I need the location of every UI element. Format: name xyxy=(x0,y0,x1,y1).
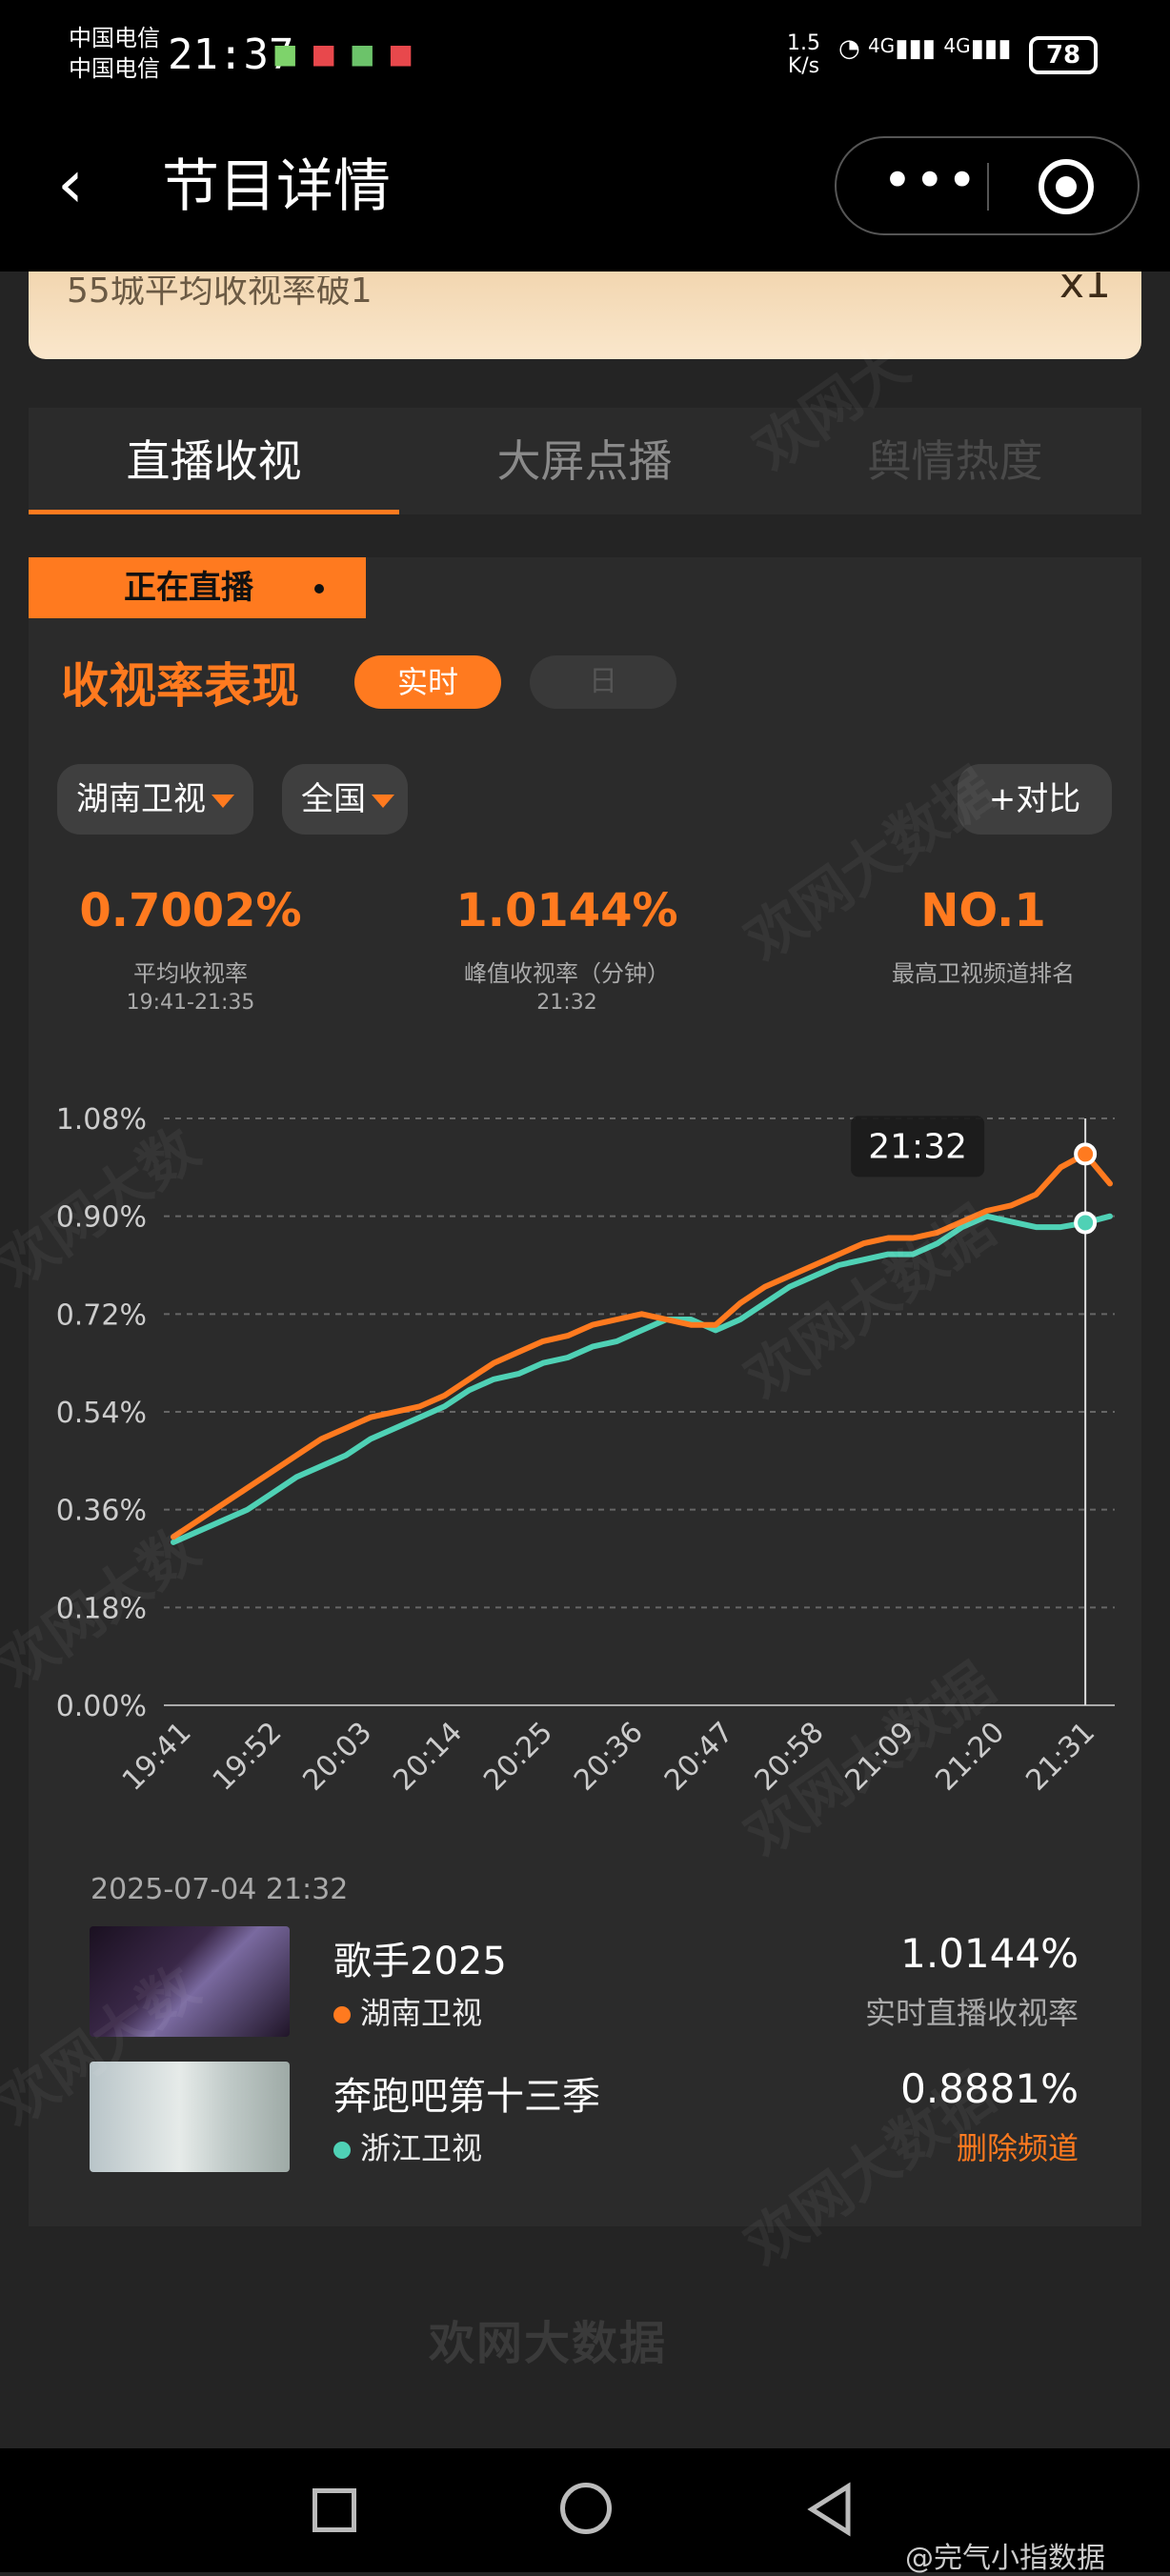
rank-value: NO.1 xyxy=(920,884,1046,937)
notification-app-icon: ■ xyxy=(311,38,350,70)
row-rating-caption: 实时直播收视率 xyxy=(864,1995,1079,2031)
y-tick-label: 0.36% xyxy=(56,1495,147,1528)
x-tick-label: 20:03 xyxy=(296,1716,378,1798)
snapshot-datetime: 2025-07-04 21:32 xyxy=(91,1873,349,1906)
avg-rating-value: 0.7002% xyxy=(79,884,302,937)
series-line xyxy=(171,1213,1113,1545)
x-tick-label: 20:36 xyxy=(568,1716,650,1798)
carrier-1: 中国电信 xyxy=(69,25,160,51)
peak-rating-time: 21:32 xyxy=(536,991,597,1015)
channel-color-dot xyxy=(333,2006,351,2023)
toggle-daily[interactable]: 日 xyxy=(530,655,676,709)
notification-icons: ■■■■ xyxy=(272,38,427,70)
show-name: 歌手2025 xyxy=(333,1940,507,1983)
show-thumbnail[interactable] xyxy=(90,1926,290,2037)
toggle-realtime[interactable]: 实时 xyxy=(354,655,501,709)
highlight-point xyxy=(1074,1142,1098,1166)
home-icon[interactable] xyxy=(560,2483,612,2534)
x-tick-label: 19:52 xyxy=(207,1716,289,1798)
highlight-point xyxy=(1074,1211,1098,1235)
capsule-divider xyxy=(987,163,989,211)
y-tick-label: 0.54% xyxy=(56,1397,147,1430)
tab-public-opinion[interactable]: 舆情热度 xyxy=(867,435,1043,487)
channel-label: 湖南卫视 xyxy=(333,1989,482,2033)
live-badge: 正在直播 xyxy=(29,557,366,618)
signal-indicators: ◔ 4G▮▮▮ 4G▮▮▮ xyxy=(838,34,1012,63)
channel-dropdown-label: 湖南卫视 xyxy=(76,780,206,818)
tooltip-box xyxy=(851,1116,985,1177)
x-tick-label: 20:25 xyxy=(477,1716,559,1798)
chevron-down-icon xyxy=(372,794,394,808)
signal-bars-icon: ▮▮▮ xyxy=(970,34,1012,63)
notification-app-icon: ■ xyxy=(349,38,389,70)
live-dot-icon xyxy=(314,584,324,594)
peak-rating-label: 峰值收视率（分钟） xyxy=(464,960,670,987)
row-rating-value: 0.8881% xyxy=(900,2065,1079,2112)
show-name: 奔跑吧第十三季 xyxy=(333,2075,600,2119)
avg-rating-label: 平均收视率 xyxy=(133,960,248,987)
region-dropdown[interactable]: 全国 xyxy=(282,764,408,835)
weibo-watermark: @完气小指数据 xyxy=(905,2542,1105,2575)
signal-bars-icon: ▮▮▮ xyxy=(895,34,937,63)
tab-big-screen-vod[interactable]: 大屏点播 xyxy=(496,435,673,487)
x-tick-label: 20:47 xyxy=(658,1716,740,1798)
channel-color-dot xyxy=(333,2142,351,2159)
tab-bar: 直播收视 大屏点播 舆情热度 xyxy=(29,408,1141,514)
net-speed-value: 1.5 xyxy=(787,31,820,55)
channel-name: 湖南卫视 xyxy=(360,1995,483,2031)
chevron-down-icon xyxy=(212,794,234,808)
rank-label: 最高卫视频道排名 xyxy=(892,960,1075,987)
series-line xyxy=(171,1151,1113,1540)
section-title: 收视率表现 xyxy=(61,658,299,714)
notification-app-icon: ■ xyxy=(272,38,312,70)
y-tick-label: 1.08% xyxy=(56,1103,147,1137)
y-tick-label: 0.90% xyxy=(56,1201,147,1235)
page-title: 节目详情 xyxy=(162,153,391,220)
ratings-line-chart[interactable]: 0.00% 0.18% 0.36% 0.54% 0.72% 0.90% 1.08% 19:41… xyxy=(38,1086,1143,1829)
miniprogram-capsule: ••• xyxy=(835,136,1140,235)
avg-rating-range: 19:41-21:35 xyxy=(126,991,255,1015)
region-dropdown-label: 全国 xyxy=(301,780,366,818)
x-tick-label: 20:14 xyxy=(387,1716,469,1798)
row-rating-value: 1.0144% xyxy=(900,1930,1079,1977)
wifi-icon: ◔ xyxy=(838,34,860,63)
tab-live-ratings[interactable]: 直播收视 xyxy=(29,408,399,514)
notification-app-icon: ■ xyxy=(388,38,427,70)
net-speed: 1.5 K/s xyxy=(787,32,820,78)
more-icon[interactable]: ••• xyxy=(882,151,979,211)
banner-suffix: x1 xyxy=(1059,259,1112,308)
channel-dropdown[interactable]: 湖南卫视 xyxy=(57,764,253,835)
delete-channel-link[interactable]: 删除频道 xyxy=(956,2130,1079,2166)
close-target-icon[interactable] xyxy=(1039,159,1094,214)
y-tick-label: 0.00% xyxy=(56,1690,147,1723)
footer-brand-logo: 欢网大数据 xyxy=(429,2317,668,2370)
y-tick-label: 0.72% xyxy=(56,1298,147,1332)
y-tick-label: 0.18% xyxy=(56,1592,147,1625)
tooltip-time: 21:32 xyxy=(868,1127,967,1166)
recent-apps-icon[interactable] xyxy=(313,2488,356,2532)
status-time: 21:37 xyxy=(168,30,294,79)
signal-2-label: 4G xyxy=(943,34,971,57)
back-triangle-icon[interactable] xyxy=(806,2481,854,2538)
compare-button[interactable]: +对比 xyxy=(958,764,1112,835)
banner-text: 55城平均收视率破1 xyxy=(67,272,373,311)
peak-rating-value: 1.0144% xyxy=(455,884,678,937)
channel-name: 浙江卫视 xyxy=(360,2130,483,2166)
carrier-2: 中国电信 xyxy=(69,55,160,82)
signal-1-label: 4G xyxy=(867,34,896,57)
net-speed-unit: K/s xyxy=(787,54,820,78)
back-arrow-icon[interactable]: ‹ xyxy=(57,145,84,223)
channel-label: 浙江卫视 xyxy=(333,2124,482,2168)
live-badge-label: 正在直播 xyxy=(124,569,253,607)
show-thumbnail[interactable] xyxy=(90,2062,290,2172)
status-bar xyxy=(0,0,1170,124)
x-tick-label: 19:41 xyxy=(116,1716,198,1798)
x-tick-label: 21:31 xyxy=(1019,1716,1101,1798)
promo-banner[interactable] xyxy=(29,272,1141,359)
battery-icon: 78 xyxy=(1029,36,1098,74)
carrier-names: 中国电信 中国电信 xyxy=(69,23,160,84)
